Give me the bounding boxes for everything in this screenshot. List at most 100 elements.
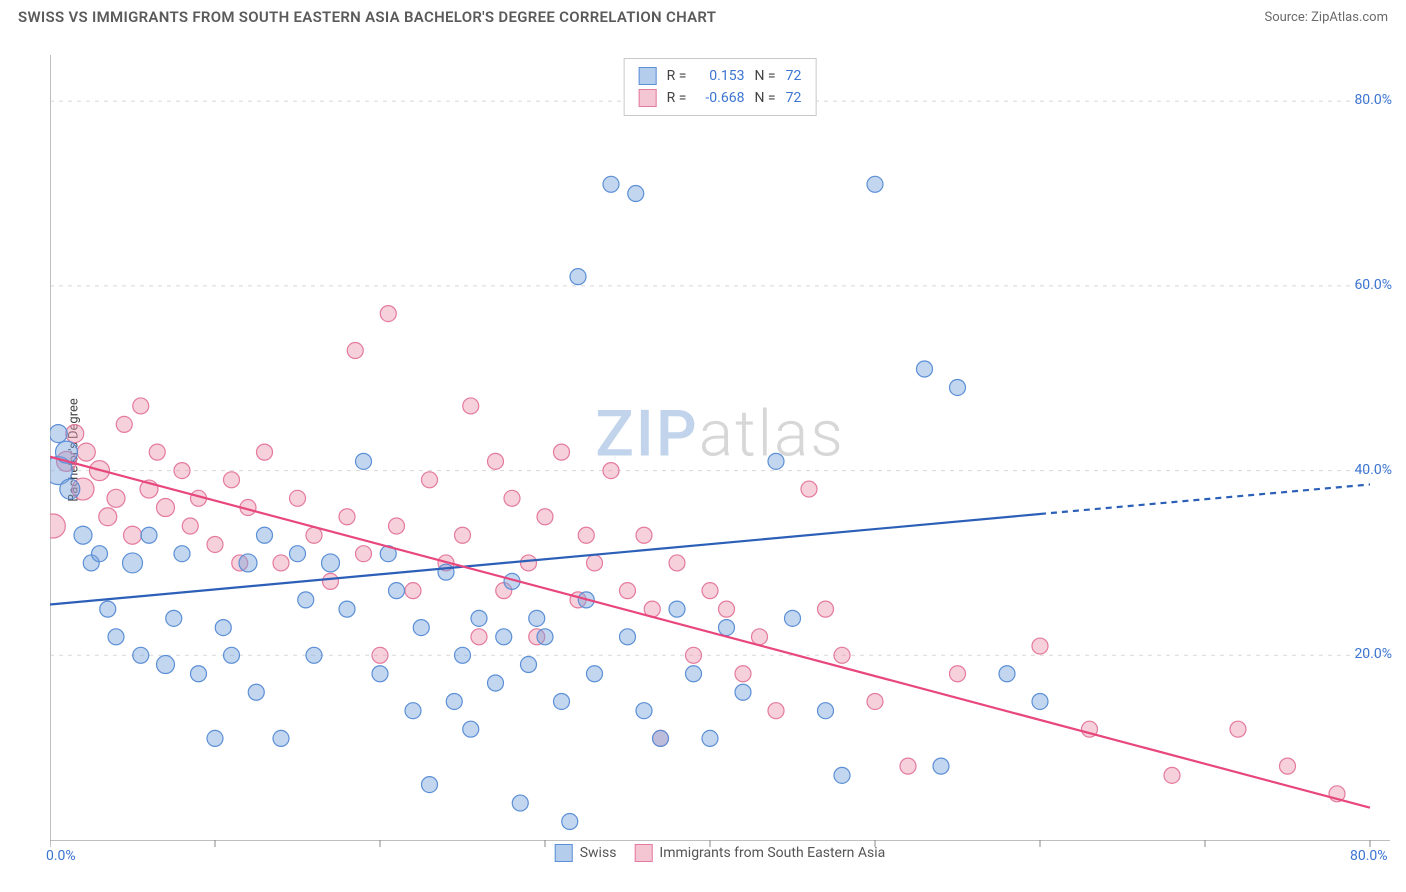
scatter-point — [290, 546, 306, 562]
scatter-point — [133, 647, 149, 663]
scatter-point — [562, 814, 578, 830]
scatter-point — [273, 730, 289, 746]
scatter-point — [603, 463, 619, 479]
scatter-point — [603, 176, 619, 192]
scatter-point — [554, 693, 570, 709]
source-attribution: Source: ZipAtlas.com — [1264, 10, 1388, 25]
x-tick-label: 80.0% — [1350, 848, 1388, 864]
legend-n-value: 72 — [786, 90, 802, 106]
legend-n-label: N = — [754, 90, 775, 106]
scatter-point — [686, 666, 702, 682]
scatter-point — [537, 509, 553, 525]
chart-title: SWISS VS IMMIGRANTS FROM SOUTH EASTERN A… — [18, 8, 716, 26]
scatter-point — [578, 527, 594, 543]
scatter-point — [413, 620, 429, 636]
legend-row: R = -0.668 N = 72 — [639, 87, 802, 109]
scatter-point — [455, 647, 471, 663]
scatter-point — [116, 416, 132, 432]
scatter-point — [1280, 758, 1296, 774]
legend-row: R = 0.153 N = 72 — [639, 65, 802, 87]
scatter-point — [463, 721, 479, 737]
scatter-point — [339, 601, 355, 617]
scatter-point — [124, 526, 142, 544]
scatter-point — [92, 546, 108, 562]
scatter-point — [587, 666, 603, 682]
legend-label: Immigrants from South Eastern Asia — [659, 845, 885, 861]
scatter-point — [496, 629, 512, 645]
scatter-point — [273, 555, 289, 571]
scatter-point — [702, 583, 718, 599]
scatter-point — [1032, 693, 1048, 709]
scatter-point — [108, 629, 124, 645]
scatter-point — [702, 730, 718, 746]
scatter-point — [1230, 721, 1246, 737]
legend-swatch — [555, 844, 573, 862]
scatter-point — [785, 610, 801, 626]
y-tick-label: 80.0% — [1354, 92, 1392, 108]
scatter-point — [323, 573, 339, 589]
scatter-point — [1164, 767, 1180, 783]
scatter-point — [290, 490, 306, 506]
scatter-point — [636, 703, 652, 719]
scatter-point — [248, 684, 264, 700]
scatter-point — [422, 777, 438, 793]
scatter-point — [900, 758, 916, 774]
scatter-point — [488, 453, 504, 469]
scatter-point — [224, 472, 240, 488]
scatter-point — [133, 398, 149, 414]
scatter-point — [463, 398, 479, 414]
scatter-point — [389, 518, 405, 534]
scatter-point — [50, 425, 67, 443]
scatter-point — [60, 479, 80, 499]
scatter-point — [818, 601, 834, 617]
scatter-point — [347, 343, 363, 359]
scatter-point — [405, 583, 421, 599]
scatter-point — [554, 444, 570, 460]
legend-item: Immigrants from South Eastern Asia — [634, 844, 885, 862]
scatter-point — [207, 536, 223, 552]
scatter-point — [389, 583, 405, 599]
scatter-point — [933, 758, 949, 774]
scatter-point — [141, 527, 157, 543]
scatter-point — [446, 693, 462, 709]
scatter-point — [174, 463, 190, 479]
scatter-point — [207, 730, 223, 746]
scatter-point — [438, 564, 454, 580]
scatter-point — [356, 546, 372, 562]
scatter-point — [669, 601, 685, 617]
scatter-point — [587, 555, 603, 571]
scatter-point — [719, 601, 735, 617]
scatter-point — [174, 546, 190, 562]
scatter-point — [257, 527, 273, 543]
chart-container: Bachelor's Degree ZIPatlas R = 0.153 N =… — [50, 40, 1390, 860]
scatter-point — [529, 610, 545, 626]
scatter-point — [50, 514, 65, 538]
x-tick-label: 0.0% — [46, 848, 76, 864]
scatter-point — [512, 795, 528, 811]
y-tick-label: 40.0% — [1354, 462, 1392, 478]
legend-n-label: N = — [754, 68, 775, 84]
legend-item: Swiss — [555, 844, 617, 862]
scatter-point — [834, 647, 850, 663]
scatter-point — [686, 647, 702, 663]
scatter-point — [620, 629, 636, 645]
scatter-point — [653, 730, 669, 746]
legend-n-value: 72 — [786, 68, 802, 84]
scatter-point — [306, 527, 322, 543]
scatter-point — [257, 444, 273, 460]
scatter-point — [405, 703, 421, 719]
scatter-point — [735, 684, 751, 700]
scatter-point — [471, 629, 487, 645]
legend-r-label: R = — [667, 90, 687, 106]
scatter-point — [735, 666, 751, 682]
scatter-point — [768, 703, 784, 719]
scatter-point — [669, 555, 685, 571]
scatter-point — [521, 555, 537, 571]
scatter-point — [372, 647, 388, 663]
legend-r-value: 0.153 — [696, 68, 744, 84]
scatter-point — [77, 443, 95, 461]
regression-line — [50, 457, 1370, 808]
scatter-point — [1032, 638, 1048, 654]
scatter-point — [123, 553, 143, 573]
y-tick-label: 60.0% — [1354, 277, 1392, 293]
